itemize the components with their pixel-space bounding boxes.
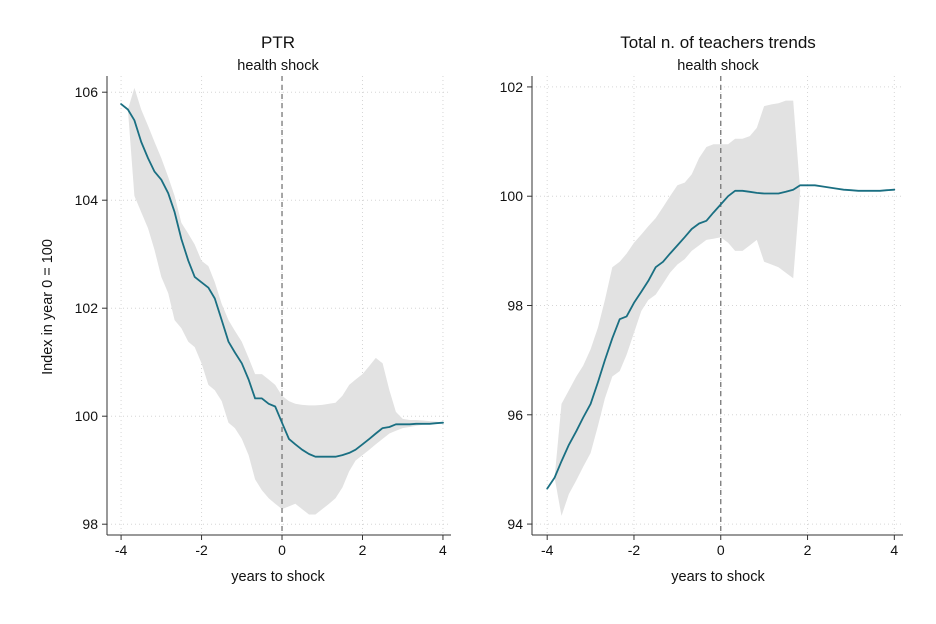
y-tick-label: 102 <box>75 300 99 316</box>
x-tick-label: -4 <box>541 542 554 558</box>
x-tick-label: 4 <box>439 542 447 558</box>
y-tick-label: 94 <box>507 516 523 532</box>
series-line-estimate <box>546 184 896 490</box>
y-tick-label: 100 <box>75 408 99 424</box>
series-line-estimate <box>120 103 444 458</box>
x-tick-label: 0 <box>717 542 725 558</box>
y-tick-label: 98 <box>82 516 98 532</box>
y-tick-label: 102 <box>500 79 524 95</box>
chart-title: PTR <box>261 33 295 52</box>
x-tick-label: -4 <box>115 542 128 558</box>
panel-teachers: Total n. of teachers trends health shock… <box>500 33 903 585</box>
panel-ptr: PTR health shock years to shock Index in… <box>40 33 451 585</box>
x-tick-label: -2 <box>195 542 208 558</box>
chart-subtitle: health shock <box>677 58 759 74</box>
x-tick-label: 4 <box>890 542 898 558</box>
x-ticks: -4 -2 0 2 4 <box>541 535 898 558</box>
x-axis-label: years to shock <box>671 569 765 585</box>
y-tick-label: 104 <box>75 192 99 208</box>
x-tick-label: 2 <box>804 542 812 558</box>
y-tick-label: 100 <box>500 188 524 204</box>
x-ticks: -4 -2 0 2 4 <box>115 535 447 558</box>
chart-title: Total n. of teachers trends <box>620 33 816 52</box>
x-axis-label: years to shock <box>231 569 325 585</box>
confidence-band <box>121 87 443 515</box>
y-ticks: 98 100 102 104 106 <box>75 84 107 532</box>
chart-subtitle: health shock <box>237 58 319 74</box>
y-tick-label: 96 <box>507 407 523 423</box>
y-axis-label: Index in year 0 = 100 <box>40 239 56 375</box>
y-ticks: 94 96 98 100 102 <box>500 79 532 532</box>
y-tick-label: 98 <box>507 298 523 314</box>
confidence-band <box>547 100 895 516</box>
x-tick-label: 0 <box>278 542 286 558</box>
x-tick-label: 2 <box>359 542 367 558</box>
y-tick-label: 106 <box>75 84 99 100</box>
x-tick-label: -2 <box>628 542 641 558</box>
